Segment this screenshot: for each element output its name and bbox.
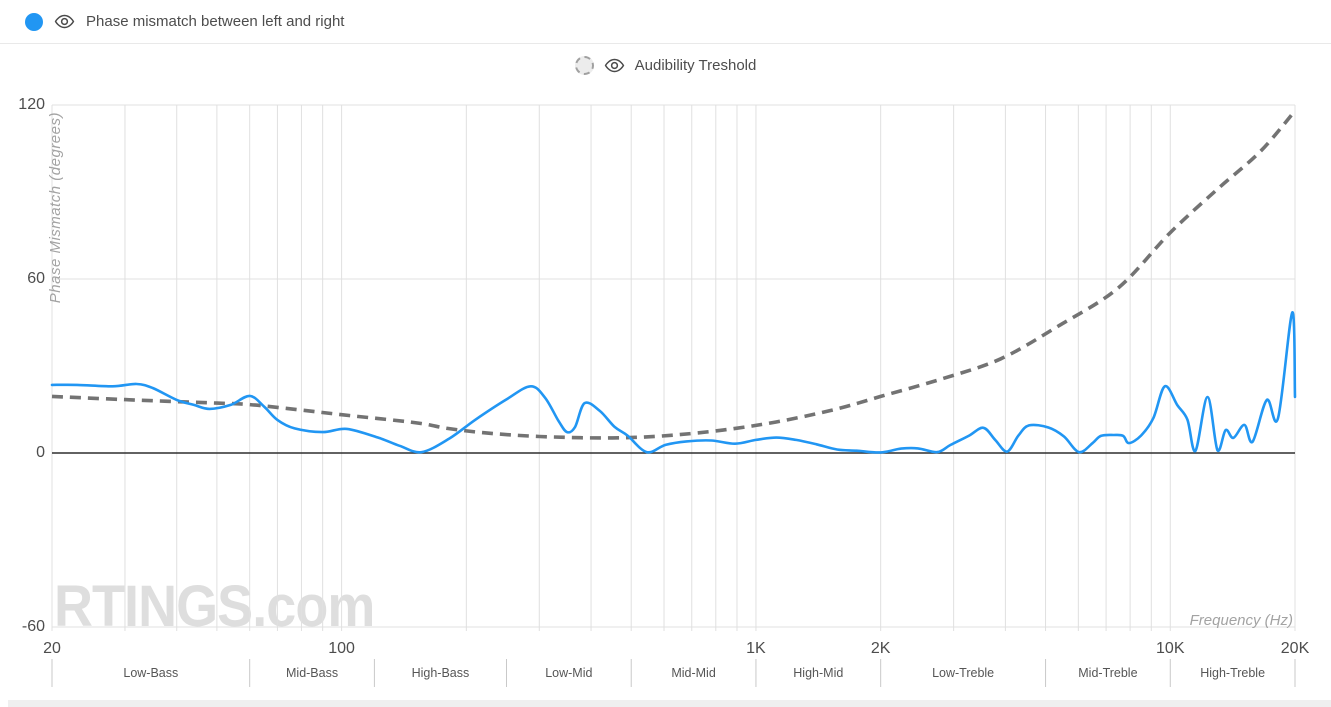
band-label-high-bass: High-Bass xyxy=(411,666,470,680)
band-label-mid-treble: Mid-Treble xyxy=(1078,666,1138,680)
legend-label-phase-mismatch: Phase mismatch between left and right xyxy=(86,13,345,30)
bottom-scrollbar-track[interactable] xyxy=(8,700,1331,707)
x-tick-label-20: 20 xyxy=(43,640,61,657)
band-label-high-mid: High-Mid xyxy=(793,666,844,680)
x-tick-label-100: 100 xyxy=(328,640,355,657)
band-label-low-bass: Low-Bass xyxy=(123,666,179,680)
series-swatch-phase-mismatch xyxy=(25,12,43,31)
legend-label-audibility-threshold: Audibility Treshold xyxy=(634,56,757,74)
band-label-low-treble: Low-Treble xyxy=(932,666,995,680)
visibility-eye-icon[interactable] xyxy=(604,55,625,76)
y-tick-label-60: 60 xyxy=(27,270,45,287)
phase-mismatch-curve xyxy=(50,311,1297,454)
band-label-low-mid: Low-Mid xyxy=(545,666,593,680)
y-tick-label-0: 0 xyxy=(36,444,45,461)
x-tick-label-20K: 20K xyxy=(1280,640,1310,657)
x-axis-title: Frequency (Hz) xyxy=(1189,612,1293,629)
rtings-watermark: RTINGS.com xyxy=(54,574,375,639)
y-tick-label-120: 120 xyxy=(18,96,45,113)
x-tick-label-2K: 2K xyxy=(870,640,891,657)
legend-item-audibility-threshold[interactable]: Audibility Treshold xyxy=(0,47,1331,83)
series-swatch-audibility-threshold xyxy=(574,55,594,75)
audibility-threshold-curve xyxy=(51,109,1297,440)
band-label-mid-bass: Mid-Bass xyxy=(286,666,339,680)
legend-item-phase-mismatch[interactable]: Phase mismatch between left and right xyxy=(0,0,1331,44)
band-label-high-treble: High-Treble xyxy=(1200,666,1266,680)
y-tick-label--60: -60 xyxy=(21,618,45,635)
y-axis-title: Phase Mismatch (degrees) xyxy=(47,112,64,304)
x-tick-label-10K: 10K xyxy=(1156,640,1185,657)
band-label-mid-mid: Mid-Mid xyxy=(671,666,716,680)
x-tick-label-1K: 1K xyxy=(746,640,766,657)
visibility-eye-icon[interactable] xyxy=(54,11,75,32)
